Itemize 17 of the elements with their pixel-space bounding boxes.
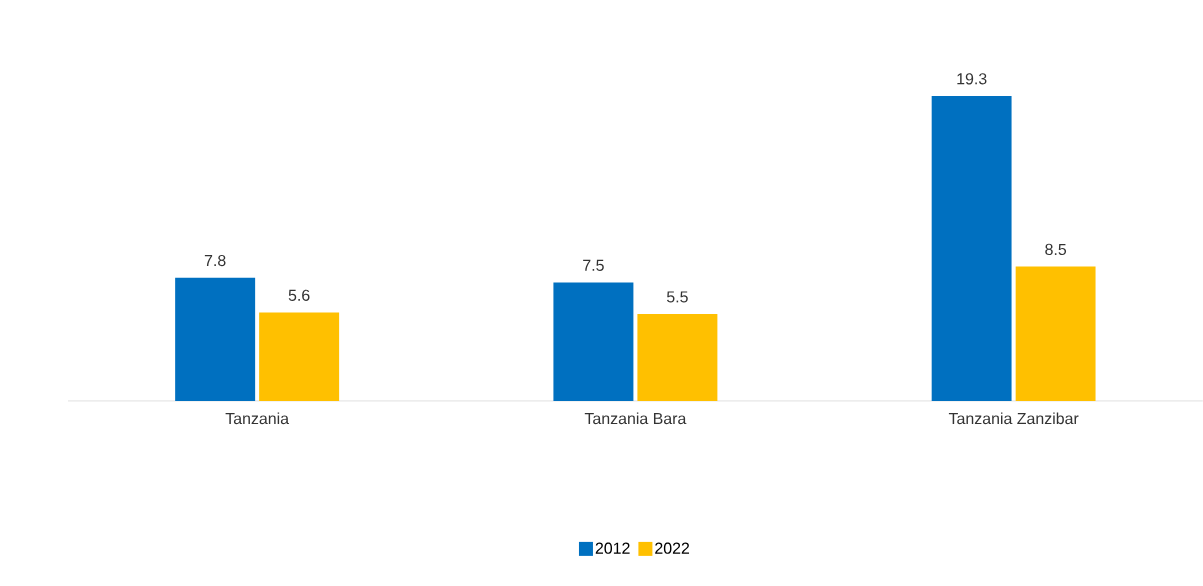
bar	[1015, 266, 1096, 401]
data-label: 7.5	[583, 259, 604, 271]
data-label: 8.5	[1045, 243, 1067, 256]
bar	[175, 277, 256, 401]
bar	[637, 314, 718, 401]
x-tick-label: Tanzania Zanzibar	[948, 412, 1079, 425]
legend-label: 2012	[595, 542, 630, 554]
legend-label: 2022	[655, 542, 690, 554]
data-label: 19.3	[957, 73, 987, 85]
x-tick-label: Tanzania Bara	[584, 412, 687, 425]
data-label: 5.5	[666, 291, 688, 303]
bar	[553, 282, 634, 401]
data-label: 7.8	[204, 254, 226, 267]
x-tick-label: Tanzania	[225, 412, 290, 425]
bar	[259, 312, 340, 401]
bar	[931, 96, 1012, 401]
data-label: 5.6	[288, 289, 310, 301]
